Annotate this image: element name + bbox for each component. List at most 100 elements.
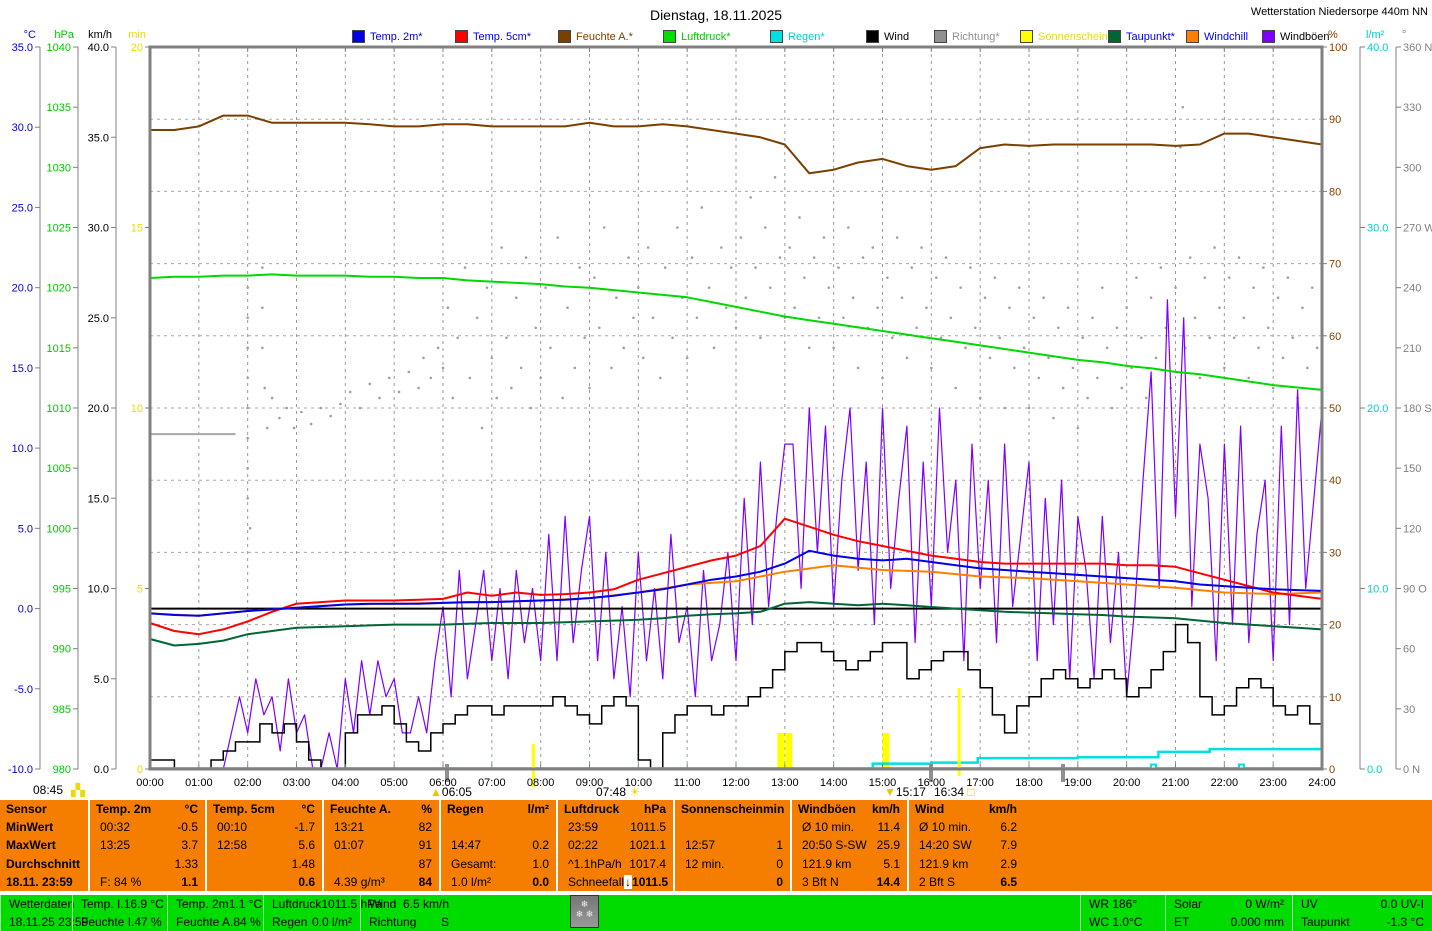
footer-value: 0 W/m² [1245, 897, 1284, 911]
legend-item-temp-5cm-[interactable]: Temp. 5cm* [455, 30, 531, 43]
footer-cell-4: Wind 6.5 km/h Richtung S [360, 895, 457, 931]
series-richtung [566, 306, 569, 310]
x-axis-label: 24:00 [1308, 777, 1336, 789]
axis-tick-label: 20.0 [1367, 403, 1388, 415]
series-richtung [261, 346, 264, 350]
series-richtung [561, 396, 564, 400]
series-richtung [729, 266, 733, 269]
table-column-temp-5cm: Temp. 5cm °C 00:10 -1.7 12:58 5.6 1.48 0.6 [205, 800, 322, 891]
series-richtung [712, 346, 716, 350]
series-richtung [556, 236, 560, 239]
series-richtung [1027, 406, 1031, 410]
footer-label: Wind [369, 897, 397, 911]
series-richtung [1281, 356, 1285, 360]
legend-item-windb-en[interactable]: Windböen [1262, 30, 1330, 43]
series-richtung [451, 396, 455, 400]
series-richtung [441, 366, 445, 370]
sun-outline-icon: □ [967, 785, 975, 799]
footer-value: 6.5 km/h [402, 897, 449, 911]
series-richtung [248, 527, 252, 530]
axis-tick-label: 1010 [47, 403, 71, 415]
axis-tick-label: 0.0 [18, 604, 33, 616]
series-richtung [1301, 306, 1304, 310]
series-richtung [246, 346, 249, 350]
series-richtung [500, 246, 503, 249]
legend-item-wind[interactable]: Wind [866, 30, 909, 43]
series-richtung [1218, 306, 1221, 310]
cell-value: 5.6 [298, 838, 315, 853]
x-axis-label: 06:00 [429, 777, 457, 789]
series-richtung [798, 216, 801, 219]
series-richtung [871, 246, 875, 249]
series-richtung [847, 226, 850, 229]
series-sonnenschein [777, 732, 785, 769]
legend-item-temp-2m-[interactable]: Temp. 2m* [352, 30, 423, 43]
series-richtung [1061, 386, 1065, 390]
series-richtung [1076, 426, 1080, 430]
legend-item-luftdruck-[interactable]: Luftdruck* [663, 30, 731, 43]
series-richtung [910, 266, 914, 269]
cell-value: 1017.4 [629, 856, 666, 871]
axis-tick-label: 60 [1329, 331, 1341, 343]
column-unit: % [421, 802, 432, 817]
cell-value: 5.1 [883, 856, 900, 871]
statistics-table: Sensor MinWert MaxWert Durchschnitt 18.11. 2… [0, 800, 1432, 891]
legend-item-regen-[interactable]: Regen* [770, 30, 825, 43]
footer-value: 1011.5 hPa [321, 897, 382, 911]
axis-tick-label: 1015 [47, 343, 71, 355]
axis-unit-label: l/m² [1366, 29, 1385, 41]
cell-value: 7.9 [1000, 838, 1017, 853]
series-richtung [969, 266, 972, 269]
cell-info: 12:57 [685, 838, 716, 853]
series-richtung [246, 316, 249, 320]
series-richtung [514, 296, 518, 299]
column-unit: l/m² [527, 802, 549, 817]
axis-tick-label: 300 [1403, 162, 1421, 174]
cell-info: 1.0 l/m² [451, 874, 492, 889]
cell-info: F: 84 % [100, 874, 142, 889]
column-header: Sonnenschein [681, 802, 764, 817]
cell-info: 4.39 g/m³ [334, 874, 385, 889]
legend-item-richtung-[interactable]: Richtung* [934, 30, 1000, 43]
legend-item-windchill[interactable]: Windchill [1186, 30, 1248, 43]
axis-tick-label: 150 [1403, 463, 1421, 475]
footer-cell-0: Wetterdaten 18.11.25 23:59 [0, 895, 88, 931]
series-richtung [685, 356, 689, 360]
series-richtung [1271, 386, 1275, 390]
series-richtung [1310, 286, 1314, 289]
legend-color-swatch-icon [934, 30, 947, 43]
axis-unit-label: min [128, 29, 146, 41]
series-wind [150, 623, 1323, 770]
x-axis-label: 18:00 [1015, 777, 1043, 789]
legend-item-sonnenschein[interactable]: Sonnenschein [1020, 30, 1108, 43]
legend-item-feuchte-a-[interactable]: Feuchte A.* [558, 30, 633, 43]
axis-tick-label: 240 [1403, 283, 1421, 295]
footer-value: 1.1 °C [228, 897, 263, 911]
series-richtung [1091, 316, 1094, 320]
axis-tick-label: 1025 [47, 223, 71, 235]
series-richtung [463, 266, 467, 269]
series-richtung [1159, 266, 1163, 269]
series-richtung [1096, 376, 1099, 380]
x-axis-label: 21:00 [1162, 777, 1190, 789]
table-column-feuchte-a-: Feuchte A.% 13:21 82 01:07 91 87 4.39 g/m³ 84 [322, 800, 439, 891]
legend-item-taupunkt-[interactable]: Taupunkt* [1108, 30, 1175, 43]
legend-item-label: Luftdruck* [681, 30, 731, 43]
cell-info: Ø 10 min. [919, 820, 972, 835]
series-richtung [1252, 286, 1255, 289]
axis-tick-label: 10 [131, 403, 143, 415]
series-richtung [895, 236, 899, 239]
cell-info: 01:07 [334, 838, 365, 853]
series-richtung [944, 256, 948, 259]
legend-item-label: Temp. 2m* [370, 30, 423, 43]
series-richtung [285, 406, 289, 410]
legend-color-swatch-icon [1186, 30, 1199, 43]
series-richtung [1140, 336, 1143, 340]
axis-tick-label: -10.0 [8, 764, 33, 776]
axis-tick-label: 20.0 [88, 403, 109, 415]
series-richtung [1174, 286, 1177, 289]
cell-value: 1021.1 [629, 838, 666, 853]
legend-color-swatch-icon [1108, 30, 1121, 43]
cell-value: 11.4 [877, 820, 900, 835]
cell-value: 0 [776, 856, 783, 871]
